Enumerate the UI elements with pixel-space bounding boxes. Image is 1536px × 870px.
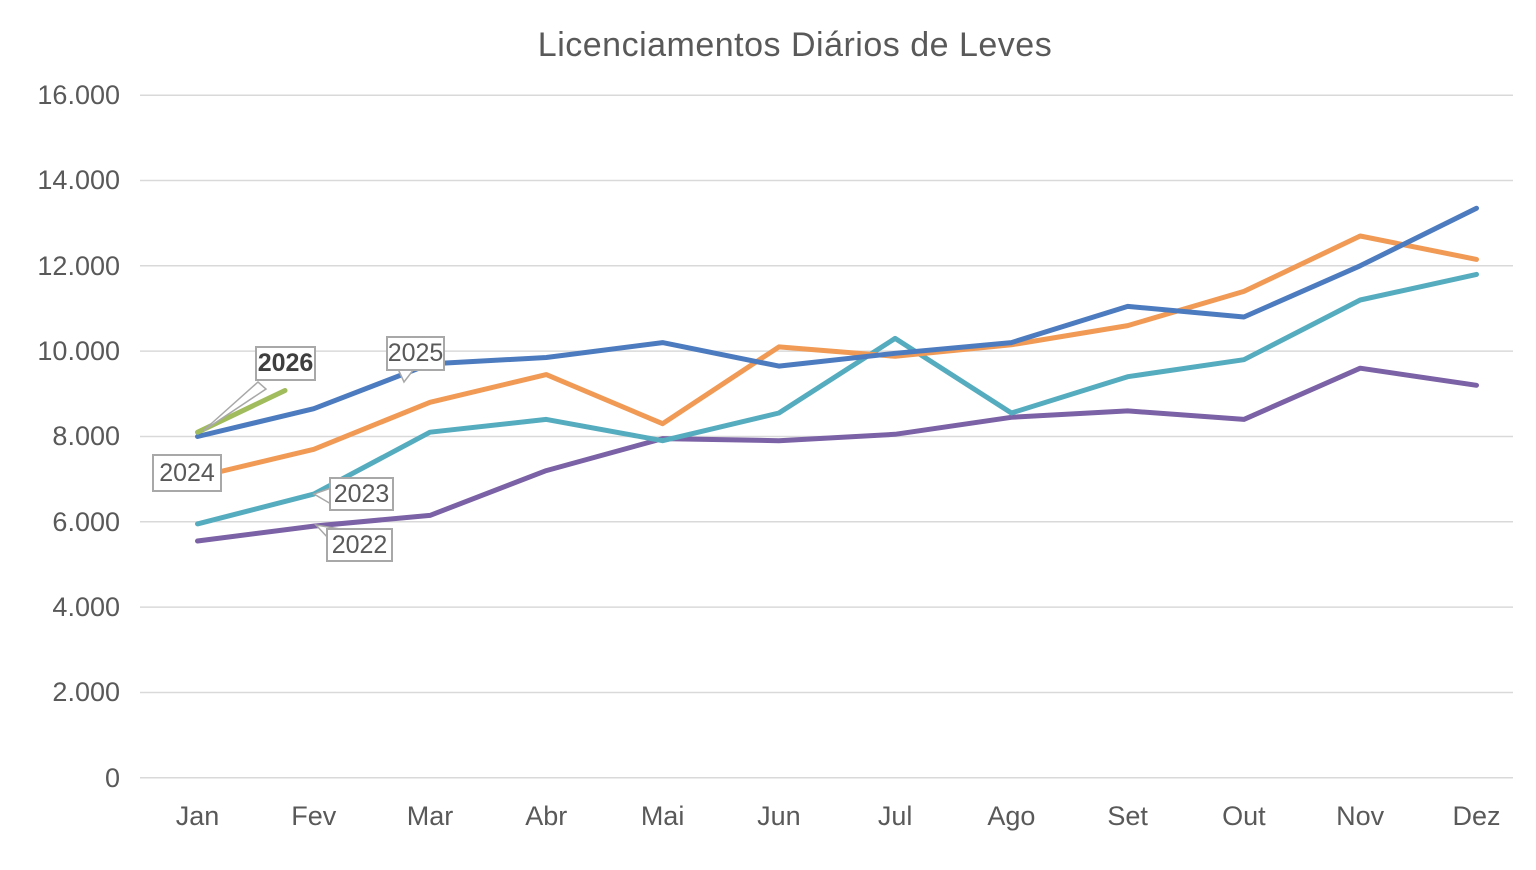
series-label-2022-text: 2022 xyxy=(331,530,388,559)
x-tick-label: Out xyxy=(1222,801,1266,831)
series-label-2023-text: 2023 xyxy=(333,479,390,508)
x-tick-label: Fev xyxy=(291,801,337,831)
y-tick-label: 10.000 xyxy=(37,336,120,367)
y-tick-label: 14.000 xyxy=(37,165,120,196)
x-tick-label: Abr xyxy=(525,801,568,831)
series-label-2025: 2025 xyxy=(386,336,445,371)
series-label-2026-text: 2026 xyxy=(257,349,314,377)
x-tick-label: Mai xyxy=(640,801,685,831)
series-label-2024-text: 2024 xyxy=(159,458,215,487)
x-tick-label: Set xyxy=(1107,801,1148,831)
y-tick-label: 12.000 xyxy=(37,250,120,281)
series-label-2024: 2024 xyxy=(152,454,222,492)
y-tick-label: 8.000 xyxy=(52,421,120,452)
y-tick-label: 16.000 xyxy=(37,80,120,111)
y-tick-label: 2.000 xyxy=(52,677,120,708)
leader-2026 xyxy=(202,380,268,432)
series-label-2023: 2023 xyxy=(329,477,394,511)
chart-title: Licenciamentos Diários de Leves xyxy=(537,26,1053,64)
y-tick-label: 4.000 xyxy=(52,592,120,623)
x-tick-label: Nov xyxy=(1336,801,1385,831)
series-label-2025-text: 2025 xyxy=(387,339,444,367)
series-line-2022 xyxy=(195,365,1479,544)
x-tick-label: Jan xyxy=(175,801,220,831)
x-tick-label: Mar xyxy=(406,801,454,831)
x-tick-label: Jul xyxy=(877,801,913,831)
x-tick-label: Dez xyxy=(1452,801,1501,831)
series-label-2026: 2026 xyxy=(255,346,316,381)
x-tick-label: Ago xyxy=(987,801,1036,831)
y-tick-label: 0 xyxy=(104,762,120,793)
y-tick-label: 6.000 xyxy=(52,506,120,537)
series-line-2023 xyxy=(195,271,1479,527)
series-line-2024 xyxy=(195,233,1479,480)
series-label-2022: 2022 xyxy=(326,528,393,562)
x-tick-label: Jun xyxy=(757,801,801,831)
